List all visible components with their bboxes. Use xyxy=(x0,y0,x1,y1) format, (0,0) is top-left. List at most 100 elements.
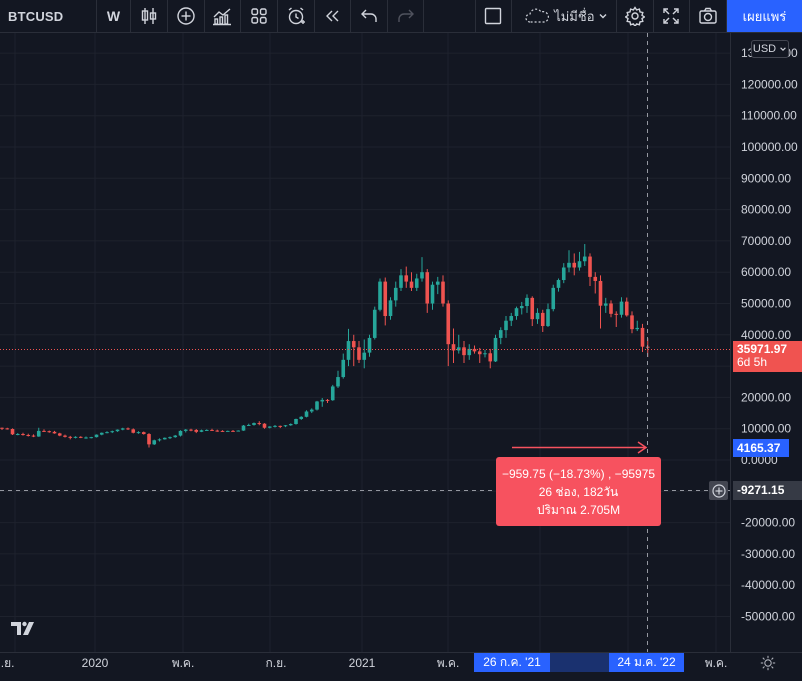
candle-body xyxy=(220,430,225,432)
fullscreen-square-button[interactable] xyxy=(476,0,513,32)
candle-body xyxy=(78,436,83,438)
candle-body xyxy=(593,276,598,281)
candle-body xyxy=(147,434,151,445)
price-label: 120000.00 xyxy=(741,77,798,91)
candle-body xyxy=(141,432,146,435)
candle-body xyxy=(393,287,398,301)
candle-body xyxy=(5,428,10,430)
candle-body xyxy=(178,430,183,436)
last-price-value: 35971.97 xyxy=(737,342,788,356)
price-label: 80000.00 xyxy=(741,203,791,217)
candle-body xyxy=(624,301,629,316)
range-end-date: 24 ม.ค. '22 xyxy=(609,653,684,672)
candle-body xyxy=(304,411,309,417)
chart-type-button[interactable] xyxy=(131,0,168,32)
candle-body xyxy=(346,341,351,360)
candle-series xyxy=(0,244,650,448)
candle-body xyxy=(488,353,493,362)
candle-body xyxy=(294,418,298,425)
candle-body xyxy=(157,439,162,441)
alert-button[interactable] xyxy=(278,0,315,32)
candle-body xyxy=(435,281,440,285)
tradingview-logo-icon[interactable] xyxy=(9,618,37,638)
alert-icon xyxy=(288,7,305,25)
chevron-down-icon xyxy=(599,14,607,19)
undo-button[interactable] xyxy=(351,0,388,32)
candle-body xyxy=(194,429,199,432)
indicators-button[interactable] xyxy=(205,0,242,32)
candle-body xyxy=(99,432,104,435)
candle-body xyxy=(15,434,20,436)
measure-end-price-tag: 4165.37 xyxy=(733,439,789,457)
candle-body xyxy=(477,351,482,355)
time-label: 2021 xyxy=(349,656,376,670)
redo-button[interactable] xyxy=(388,0,425,32)
price-chart[interactable]: 130000.00120000.00110000.00100000.009000… xyxy=(0,33,802,681)
candle-body xyxy=(588,256,592,277)
candle-body xyxy=(388,300,393,317)
candle-body xyxy=(299,416,304,419)
candle-body xyxy=(42,430,46,432)
chart-grid xyxy=(0,33,730,652)
cloud-icon xyxy=(525,8,550,23)
measure-tooltip: −959.75 (−18.73%) , −95975 26 ช่อง, 182ว… xyxy=(496,457,661,526)
candle-body xyxy=(110,431,115,433)
candle-body xyxy=(246,424,251,426)
time-label: พ.ค. xyxy=(705,656,728,670)
candle-body xyxy=(462,347,466,356)
candle-body xyxy=(630,315,634,330)
candle-body xyxy=(446,303,451,345)
candle-body xyxy=(173,435,178,438)
candle-body xyxy=(362,352,367,360)
candle-body xyxy=(120,428,125,430)
candle-body xyxy=(330,386,335,401)
candle-body xyxy=(451,344,456,351)
fullscreen-button[interactable] xyxy=(654,0,691,32)
candle-body xyxy=(504,320,508,331)
candle-body xyxy=(36,430,41,437)
measure-bars-days: 26 ช่อง, 182วัน xyxy=(538,485,619,499)
snapshot-button[interactable] xyxy=(690,0,727,32)
candle-body xyxy=(640,327,645,347)
measure-arrow xyxy=(512,441,648,454)
settings-button[interactable] xyxy=(617,0,654,32)
candle-body xyxy=(73,436,78,438)
candle-body xyxy=(47,431,52,433)
candle-body xyxy=(399,275,403,288)
candle-body xyxy=(210,429,214,431)
interval-button[interactable]: W xyxy=(97,0,132,32)
time-range-highlight xyxy=(550,653,609,672)
time-label: ก.ย. xyxy=(266,656,287,670)
templates-button[interactable] xyxy=(241,0,278,32)
candle-body xyxy=(257,423,262,425)
top-toolbar: BTCUSD W ไม่มีชื่อ เผยแพร่ xyxy=(0,0,802,33)
candle-body xyxy=(367,337,372,353)
candle-body xyxy=(598,280,603,306)
currency-selector[interactable]: USD xyxy=(751,40,789,58)
candle-body xyxy=(530,297,535,320)
candle-body xyxy=(63,435,67,437)
candle-body xyxy=(21,434,25,436)
add-alert-button[interactable] xyxy=(709,481,728,500)
candle-body xyxy=(441,281,445,304)
price-label: 100000.00 xyxy=(741,140,798,154)
sun-icon[interactable] xyxy=(760,655,776,671)
price-label: 90000.00 xyxy=(741,171,791,185)
candle-body xyxy=(26,434,31,436)
publish-button[interactable]: เผยแพร่ xyxy=(726,0,802,32)
layout-menu-button[interactable]: ไม่มีชื่อ xyxy=(512,0,617,32)
candle-body xyxy=(89,437,94,439)
add-indicator-button[interactable] xyxy=(168,0,205,32)
candle-body xyxy=(619,301,624,315)
candle-body xyxy=(525,297,529,307)
candle-body xyxy=(115,429,120,432)
candle-body xyxy=(273,425,277,427)
range-start-date: 26 ก.ค. '21 xyxy=(474,653,550,672)
price-label: -40000.00 xyxy=(741,578,795,592)
candle-body xyxy=(572,262,577,268)
symbol-search-button[interactable]: BTCUSD xyxy=(0,0,97,32)
replay-button[interactable] xyxy=(315,0,352,32)
fullscreen-square-icon xyxy=(485,7,502,25)
candle-body xyxy=(131,429,136,433)
camera-icon xyxy=(699,7,717,24)
